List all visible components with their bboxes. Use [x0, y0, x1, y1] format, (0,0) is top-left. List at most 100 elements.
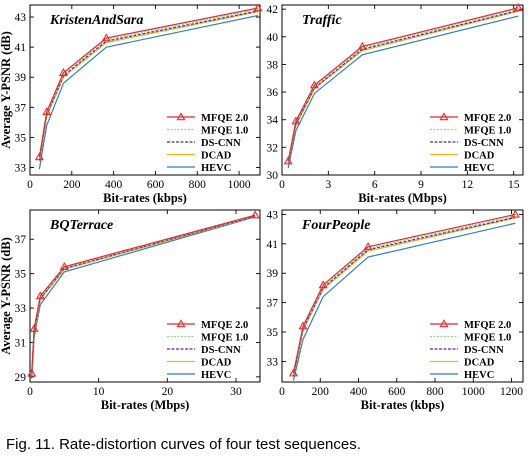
- x-tick-label: 200: [63, 179, 81, 191]
- legend-label-ds-cnn: DS-CNN: [464, 345, 504, 356]
- x-tick-label: 0: [27, 179, 33, 191]
- series-line-mfqe-2-0: [287, 7, 519, 162]
- legend-marker-mfqe-2-0: [439, 112, 449, 121]
- chart-panel-kristenandsara: 0 200 400 600 800 1000 33 35 37 39 41 43 Bit-rates (…: [0, 3, 263, 205]
- legend-label-hevc: HEVC: [464, 370, 494, 381]
- ticks: 0 10 20 30 29 31 33 35 37: [15, 210, 260, 398]
- ticks: 0 200 400 600 800 1000 33 35 37 39 41 43: [15, 5, 260, 191]
- legend-label-dcad: DCAD: [464, 150, 495, 161]
- panel-title: FourPeople: [301, 218, 370, 233]
- y-tick-label: 33: [15, 303, 27, 315]
- series-line-ds-cnn: [287, 9, 519, 164]
- data-point-mfqe-2-0: [101, 33, 111, 42]
- y-tick-label: 34: [267, 115, 279, 127]
- data-point-mfqe-2-0: [58, 67, 69, 76]
- series-group: [27, 210, 260, 379]
- legend-label-dcad: DCAD: [464, 357, 495, 368]
- legend-label-mfqe-1-0: MFQE 1.0: [464, 125, 511, 136]
- y-tick-label: 41: [15, 42, 27, 54]
- ticks: 0 200 400 600 800 1000 1200 33 35 37 39 41 43: [267, 209, 524, 398]
- legend-label-ds-cnn: DS-CNN: [464, 138, 504, 149]
- legend-label-hevc: HEVC: [201, 370, 231, 381]
- x-tick-label: 0: [279, 179, 285, 191]
- x-tick-label: 15: [508, 179, 520, 191]
- series-line-mfqe-2-0: [292, 213, 516, 374]
- x-tick-label: 800: [189, 179, 207, 191]
- figure-caption: Fig. 11. Rate-distortion curves of four …: [6, 436, 361, 453]
- legend-label-mfqe-1-0: MFQE 1.0: [201, 125, 248, 136]
- y-tick-label: 39: [267, 268, 279, 280]
- series-group: [283, 3, 523, 169]
- y-tick-label: 37: [267, 298, 279, 310]
- x-tick-label: 600: [388, 386, 406, 398]
- y-tick-label: 36: [267, 87, 279, 99]
- series-line-hevc: [38, 14, 259, 170]
- y-tick-label: 29: [15, 372, 27, 384]
- legend-label-mfqe-2-0: MFQE 2.0: [464, 113, 511, 124]
- x-tick-label: 6: [372, 179, 378, 191]
- legend-label-ds-cnn: DS-CNN: [201, 138, 241, 149]
- y-tick-label: 37: [15, 102, 27, 114]
- y-tick-label: 42: [267, 4, 279, 16]
- series-group: [34, 3, 263, 170]
- data-point-mfqe-2-0: [253, 3, 263, 12]
- series-line-mfqe-2-0: [31, 214, 256, 374]
- y-tick-label: 38: [267, 59, 279, 71]
- y-tick-label: 43: [15, 12, 27, 24]
- y-tick-label: 33: [267, 356, 279, 368]
- x-tick-label: 800: [426, 386, 444, 398]
- series-line-mfqe-2-0: [38, 7, 259, 158]
- x-tick-label: 9: [418, 179, 424, 191]
- legend-label-ds-cnn: DS-CNN: [201, 345, 241, 356]
- data-point-mfqe-2-0: [27, 368, 37, 377]
- data-point-mfqe-2-0: [510, 209, 520, 218]
- x-tick-label: 600: [147, 179, 165, 191]
- plot-area: [29, 209, 261, 383]
- x-axis-title: Bit-rates (Mbps): [358, 191, 447, 205]
- panel-title: KristenAndSara: [49, 13, 143, 28]
- x-tick-label: 1000: [228, 179, 251, 191]
- y-tick-label: 40: [267, 32, 279, 44]
- data-point-mfqe-2-0: [298, 321, 308, 330]
- data-point-mfqe-2-0: [309, 80, 319, 89]
- panel-title: BQTerrace: [49, 218, 113, 233]
- x-tick-label: 400: [350, 386, 368, 398]
- data-point-mfqe-2-0: [35, 291, 45, 300]
- data-point-mfqe-2-0: [42, 107, 52, 116]
- series-line-hevc: [292, 222, 516, 381]
- y-tick-label: 31: [15, 337, 27, 349]
- data-point-mfqe-2-0: [250, 210, 260, 219]
- series-line-mfqe-1-0: [287, 8, 519, 163]
- panel-title: Traffic: [302, 13, 342, 28]
- legend-marker-mfqe-2-0: [176, 319, 186, 328]
- x-tick-label: 20: [162, 386, 174, 398]
- series-group: [288, 209, 520, 381]
- y-tick-label: 43: [267, 209, 279, 221]
- legend-label-hevc: HEVC: [201, 163, 231, 174]
- x-tick-label: 400: [105, 179, 123, 191]
- series-line-hevc: [287, 15, 519, 169]
- plot-area: [281, 209, 524, 383]
- x-tick-label: 0: [279, 386, 285, 398]
- y-tick-label: 35: [15, 269, 27, 281]
- x-tick-label: 1200: [500, 386, 523, 398]
- data-point-mfqe-2-0: [59, 262, 69, 271]
- legend-label-dcad: DCAD: [201, 150, 232, 161]
- y-tick-label: 30: [267, 170, 279, 182]
- data-point-mfqe-2-0: [291, 116, 301, 125]
- y-tick-label: 33: [15, 162, 27, 174]
- x-axis-title: Bit-rates (kbps): [361, 398, 445, 412]
- x-tick-label: 0: [27, 386, 33, 398]
- x-tick-label: 3: [325, 179, 331, 191]
- x-tick-label: 10: [93, 386, 105, 398]
- y-tick-label: 37: [15, 234, 27, 246]
- y-axis-title: Average Y-PSNR (dB): [0, 31, 13, 149]
- x-axis-title: Bit-rates (kbps): [103, 191, 187, 205]
- legend-label-mfqe-2-0: MFQE 2.0: [464, 320, 511, 331]
